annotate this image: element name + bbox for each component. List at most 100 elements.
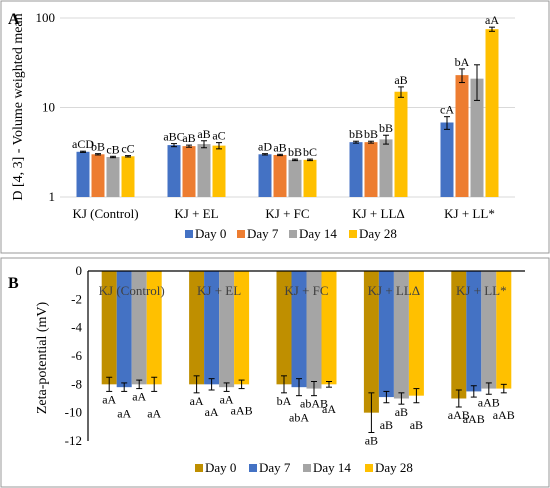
bar-day-0: [451, 271, 467, 399]
panel-a-legend: Day 0 Day 7 Day 14 Day 28: [185, 226, 397, 241]
bar-day-0: [101, 271, 117, 385]
data-label: aC: [212, 129, 225, 143]
legend-label-day-28: Day 28: [375, 460, 413, 475]
data-label: aB: [395, 405, 408, 419]
data-label: bB: [364, 127, 378, 141]
category-label: KJ + FC: [284, 283, 328, 298]
panel-a-y-axis-label: D [4, 3] - Volume weighted mean: [11, 13, 26, 200]
panel-b-y-axis-label: Zeta-potential (mV): [35, 301, 50, 414]
category-label: KJ + LL*: [456, 283, 507, 298]
bar-day-7: [273, 154, 287, 197]
data-label: cC: [121, 142, 134, 156]
panel-a: A D [4, 3] - Volume weighted mean 1 10 100…: [0, 0, 550, 254]
panel-a-category-labels: KJ (Control) KJ + EL KJ + FC KJ + LLΔ KJ + L…: [72, 206, 494, 221]
category-label: KJ (Control): [99, 283, 165, 298]
data-label: aCD: [72, 137, 94, 151]
bar-day-28: [303, 159, 317, 197]
bar-day-0: [189, 271, 205, 385]
bar-day-7: [204, 271, 220, 385]
data-label: aA: [147, 406, 161, 420]
data-label: cA: [440, 103, 454, 117]
y-tick-label: 100: [36, 10, 56, 25]
data-label: aAB: [493, 408, 515, 422]
panel-b-bars: [101, 271, 512, 413]
legend-swatch-day-14: [289, 230, 297, 238]
bar-day-7: [364, 142, 378, 197]
legend-swatch-day-0: [195, 464, 203, 472]
bar-day-28: [394, 91, 408, 197]
legend-swatch-day-14: [303, 464, 311, 472]
data-label: aA: [132, 390, 146, 404]
data-label: bB: [379, 121, 393, 135]
bar-day-7: [91, 154, 105, 197]
bar-day-0: [363, 271, 379, 413]
panel-b-label: B: [8, 275, 19, 292]
category-label: KJ (Control): [72, 206, 138, 221]
data-label: bA: [277, 394, 292, 408]
panel-a-error-bars: [80, 26, 495, 162]
panel-b-legend: Day 0 Day 7 Day 14 Day 28: [195, 460, 413, 475]
bar-day-28: [485, 29, 499, 197]
panel-b-data-labels: aAaAaAaAaAaAaAaABbAabAabABaAaBaBaBaBaABa…: [102, 390, 515, 448]
y-tick-label: 1: [49, 189, 56, 204]
panel-b-y-ticks: 0 -2 -4 -6 -8 -10 -12: [65, 263, 83, 448]
y-tick-label: -2: [71, 291, 82, 306]
y-tick-label: -6: [71, 348, 82, 363]
bar-day-14: [197, 144, 211, 197]
y-tick-label: -8: [71, 376, 82, 391]
bar-day-0: [276, 271, 292, 385]
data-label: aA: [220, 392, 234, 406]
legend-swatch-day-28: [349, 230, 357, 238]
category-label: KJ + FC: [265, 206, 309, 221]
bar-day-7: [116, 271, 132, 388]
data-label: aB: [365, 434, 378, 448]
y-tick-label: -12: [65, 433, 82, 448]
data-label: aB: [410, 418, 423, 432]
legend-label-day-0: Day 0: [205, 460, 236, 475]
panel-b-category-labels: KJ (Control) KJ + EL KJ + FC KJ + LLΔ KJ + L…: [99, 283, 507, 298]
y-tick-label: 10: [42, 100, 55, 115]
data-label: abA: [289, 411, 309, 425]
data-label: bB: [288, 145, 302, 159]
bar-day-0: [349, 142, 363, 197]
bar-day-28: [146, 271, 162, 385]
data-label: aB: [394, 73, 407, 87]
bar-day-28: [121, 156, 135, 197]
data-label: aD: [258, 140, 272, 154]
data-label: aAB: [448, 408, 470, 422]
data-label: aA: [190, 394, 204, 408]
legend-label-day-14: Day 14: [313, 460, 351, 475]
legend-swatch-day-0: [185, 230, 193, 238]
data-label: bB: [91, 140, 105, 154]
legend-swatch-day-28: [365, 464, 373, 472]
data-label: aBC: [163, 130, 184, 144]
legend-swatch-day-7: [237, 230, 245, 238]
bar-day-28: [234, 271, 250, 385]
bar-day-14: [481, 271, 497, 389]
bar-day-7: [182, 146, 196, 197]
y-tick-label: 0: [76, 263, 83, 278]
bar-day-28: [408, 271, 424, 396]
data-label: aA: [322, 402, 336, 416]
data-label: aB: [197, 127, 210, 141]
bar-day-14: [379, 139, 393, 197]
data-label: aA: [485, 13, 499, 27]
bar-day-0: [167, 145, 181, 197]
bar-day-7: [291, 271, 307, 388]
bar-day-0: [258, 154, 272, 197]
bar-day-7: [466, 271, 482, 392]
bar-day-28: [212, 145, 226, 197]
panel-a-label: A: [8, 11, 20, 28]
panel-b-error-bars: [106, 375, 507, 433]
data-label: bC: [303, 145, 317, 159]
data-label: bB: [349, 127, 363, 141]
data-label: cB: [106, 142, 119, 156]
bar-day-14: [288, 159, 302, 197]
data-label: aB: [273, 140, 286, 154]
data-label: abAB: [300, 397, 328, 411]
data-label: aAB: [231, 404, 253, 418]
y-tick-label: -4: [71, 320, 82, 335]
bar-day-0: [76, 151, 90, 197]
category-label: KJ + LL*: [444, 206, 495, 221]
